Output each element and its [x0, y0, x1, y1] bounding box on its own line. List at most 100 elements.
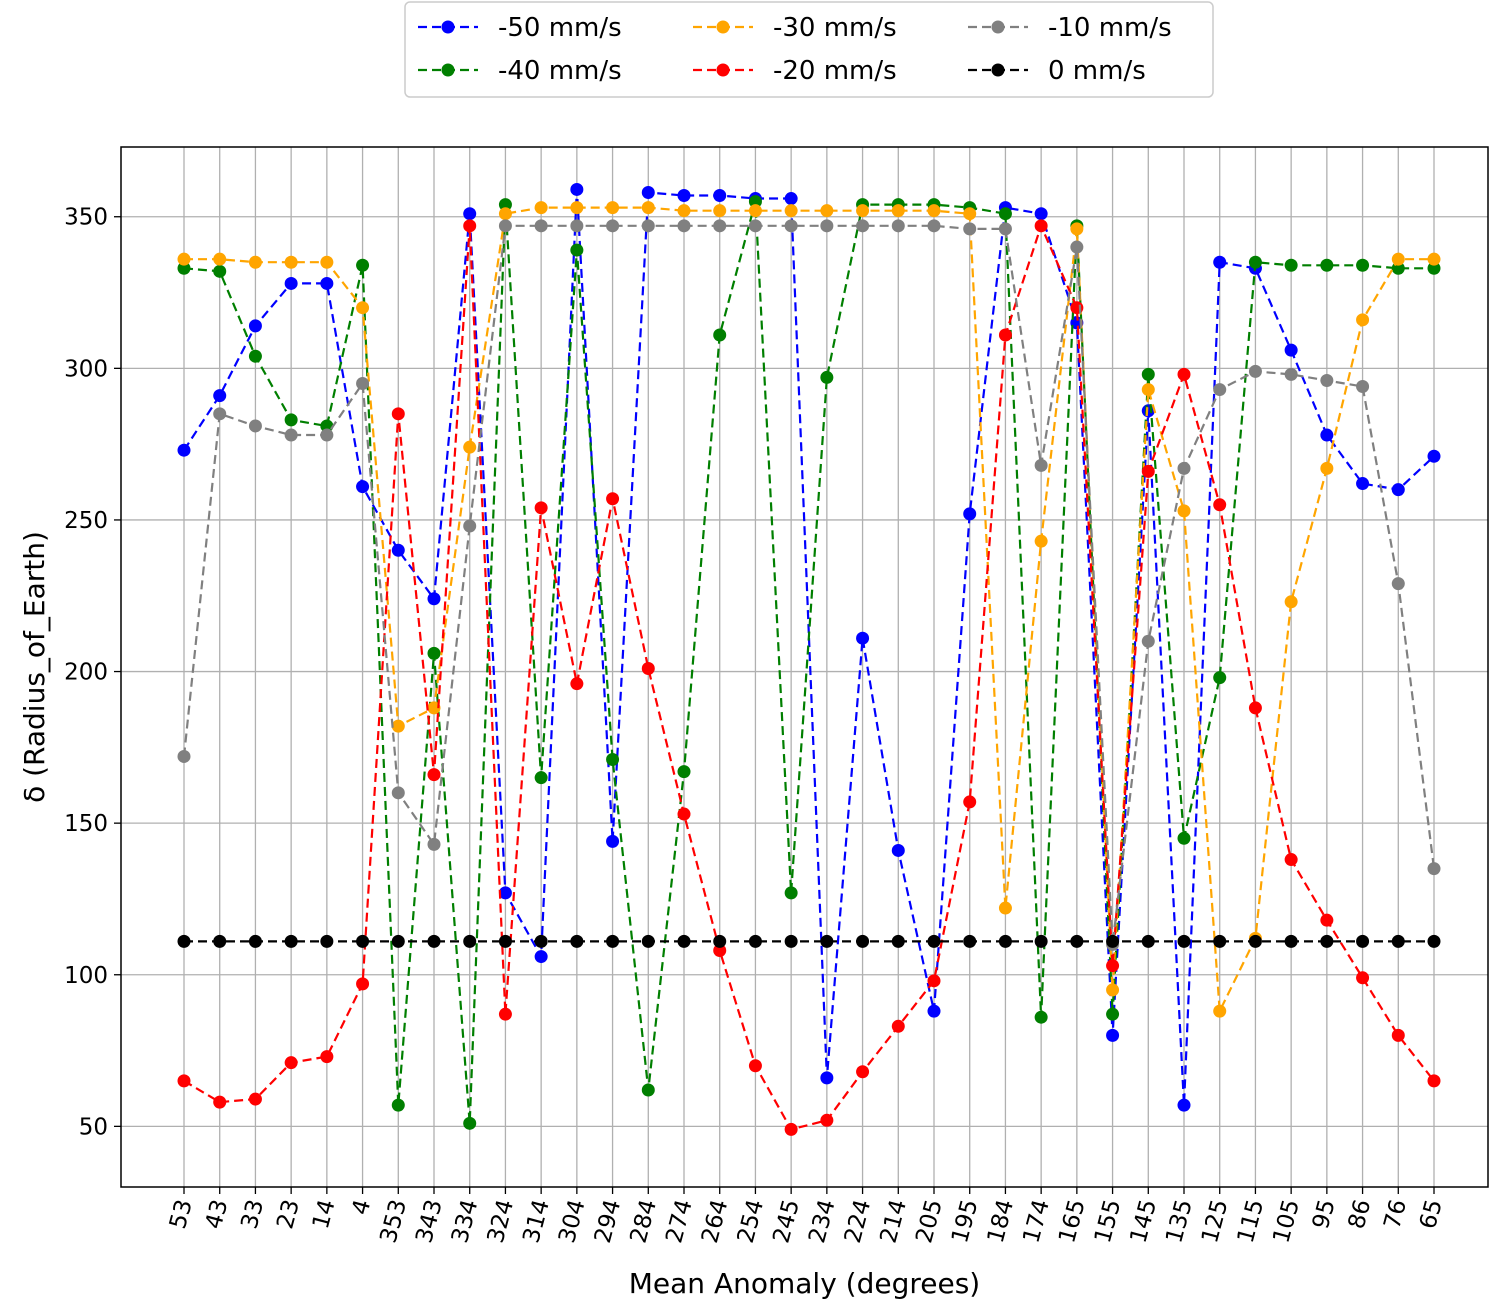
data-point: [1320, 913, 1334, 927]
data-point: [713, 189, 727, 203]
data-point: [391, 934, 405, 948]
series-5: [177, 934, 1441, 948]
data-point: [641, 934, 655, 948]
data-point: [1034, 1010, 1048, 1024]
data-point: [248, 1092, 262, 1106]
legend-label: -20 mm/s: [773, 56, 897, 86]
data-point: [927, 204, 941, 218]
plot-area-frame: [120, 146, 1489, 1188]
data-point: [1177, 831, 1191, 845]
data-point: [784, 934, 798, 948]
data-point: [391, 1098, 405, 1112]
data-point: [1034, 207, 1048, 221]
legend-swatch-marker: [991, 20, 1005, 34]
y-tick-label: 150: [64, 811, 108, 837]
data-point: [820, 934, 834, 948]
data-point: [1320, 373, 1334, 387]
x-tick-label: 174: [1018, 1197, 1054, 1246]
x-tick-label: 184: [983, 1197, 1019, 1246]
data-point: [284, 276, 298, 290]
y-axis-title: δ (Radius_of_Earth): [18, 531, 51, 803]
data-point: [606, 219, 620, 233]
data-point: [570, 219, 584, 233]
data-point: [1034, 458, 1048, 472]
data-point: [677, 204, 691, 218]
data-point: [248, 255, 262, 269]
data-point: [284, 255, 298, 269]
data-point: [1141, 383, 1155, 397]
legend-item: -20 mm/s: [693, 56, 897, 86]
data-point: [1177, 934, 1191, 948]
data-point: [1070, 240, 1084, 254]
data-point: [891, 843, 905, 857]
data-point: [498, 886, 512, 900]
data-point: [391, 719, 405, 733]
legend-swatch-marker: [441, 63, 455, 77]
data-point: [248, 319, 262, 333]
data-point: [748, 1059, 762, 1073]
data-point: [856, 631, 870, 645]
data-point: [1177, 367, 1191, 381]
legend-swatch-marker: [441, 20, 455, 34]
legend-item: -40 mm/s: [418, 56, 622, 86]
data-point: [320, 255, 334, 269]
x-tick-label: 115: [1233, 1197, 1269, 1246]
y-tick-label: 50: [79, 1114, 108, 1140]
x-axis-title: Mean Anomaly (degrees): [629, 1267, 980, 1300]
data-point: [177, 443, 191, 457]
data-point: [1141, 634, 1155, 648]
data-point: [1106, 959, 1120, 973]
data-point: [1427, 449, 1441, 463]
data-point: [927, 934, 941, 948]
data-point: [1213, 934, 1227, 948]
data-point: [677, 807, 691, 821]
data-point: [1391, 934, 1405, 948]
data-point: [213, 934, 227, 948]
data-point: [248, 349, 262, 363]
series-line: [183, 222, 1435, 1131]
data-point: [1248, 701, 1262, 715]
x-tick-label: 165: [1054, 1197, 1090, 1246]
data-point: [427, 837, 441, 851]
data-point: [713, 934, 727, 948]
series-2: [177, 201, 1441, 1018]
data-point: [320, 1050, 334, 1064]
data-point: [820, 370, 834, 384]
data-point: [606, 834, 620, 848]
data-point: [213, 389, 227, 403]
data-point: [784, 886, 798, 900]
data-point: [784, 1122, 798, 1136]
data-point: [498, 934, 512, 948]
x-tick-label: 145: [1126, 1197, 1162, 1246]
data-point: [1356, 477, 1370, 491]
data-point: [1070, 301, 1084, 315]
data-point: [1213, 383, 1227, 397]
legend-swatch-marker: [991, 63, 1005, 77]
data-point: [927, 974, 941, 988]
legend-swatch-marker: [716, 63, 730, 77]
data-point: [963, 207, 977, 221]
series-3: [177, 219, 1441, 1136]
data-point: [998, 222, 1012, 236]
data-point: [463, 934, 477, 948]
data-point: [570, 677, 584, 691]
data-point: [1106, 1028, 1120, 1042]
data-point: [534, 219, 548, 233]
data-point: [320, 419, 334, 433]
data-point: [1284, 853, 1298, 867]
data-point: [1284, 367, 1298, 381]
data-point: [998, 328, 1012, 342]
data-point: [891, 219, 905, 233]
series-line: [184, 206, 1434, 1016]
legend-label: -10 mm/s: [1048, 13, 1172, 43]
data-point: [1034, 219, 1048, 233]
data-point: [820, 1071, 834, 1085]
data-point: [177, 261, 191, 275]
data-point: [963, 795, 977, 809]
series-line: [182, 224, 1436, 945]
series-lines: [177, 182, 1441, 1136]
data-point: [320, 934, 334, 948]
x-tick-label: 264: [697, 1197, 733, 1246]
data-point: [1320, 428, 1334, 442]
data-point: [1284, 258, 1298, 272]
